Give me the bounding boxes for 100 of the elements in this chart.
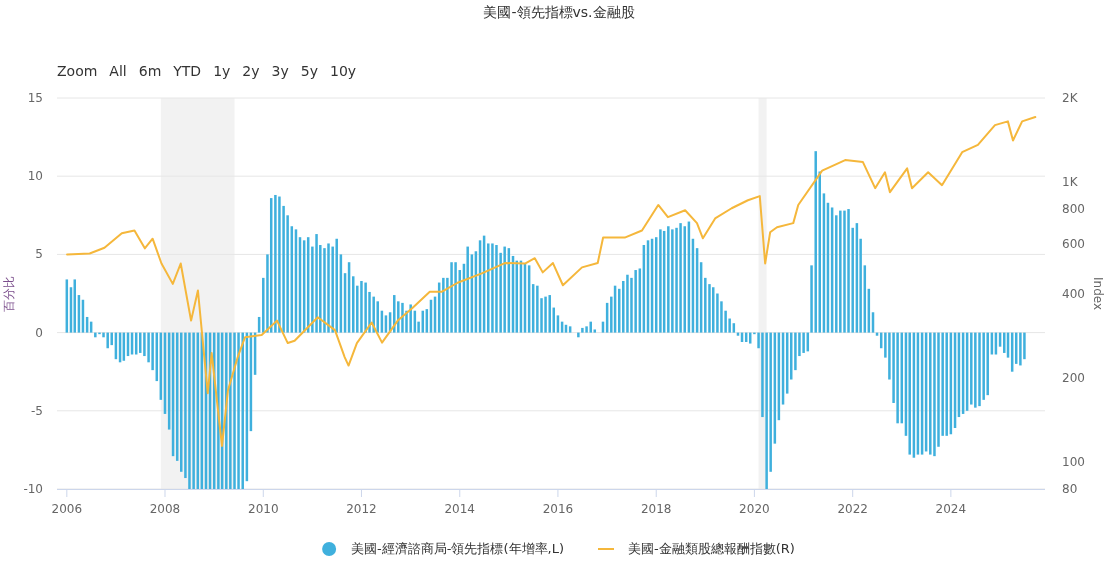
bar	[360, 280, 363, 333]
bar	[335, 238, 338, 333]
x-tick-label: 2008	[149, 502, 181, 516]
bar	[929, 332, 932, 455]
bar	[581, 327, 584, 333]
text: 1y	[213, 63, 231, 79]
bar	[110, 332, 113, 346]
bar	[974, 332, 977, 408]
bar	[327, 243, 330, 333]
y-tick-label: -10	[23, 482, 43, 496]
bar	[536, 285, 539, 333]
bar	[548, 295, 551, 333]
bar	[847, 209, 850, 333]
y2-tick-label: 600	[1062, 237, 1085, 252]
bar	[577, 332, 580, 338]
bar	[626, 274, 629, 333]
y2-tick-label: 400	[1062, 286, 1085, 301]
y2-tick-label: 100	[1062, 454, 1085, 469]
bar	[315, 234, 318, 333]
bar	[765, 332, 768, 489]
bar	[94, 332, 97, 338]
bar	[495, 245, 498, 333]
bar	[409, 304, 412, 333]
y2-tick-label: 80	[1062, 482, 1078, 496]
text: 3y	[271, 63, 289, 79]
bar	[106, 332, 109, 349]
y-tick-label: 5	[35, 247, 43, 262]
bar	[503, 246, 506, 333]
bar	[814, 151, 817, 333]
bar	[839, 210, 842, 333]
bar	[945, 332, 948, 436]
legend-label: 美國-金融類股總報酬指數(R)	[628, 541, 795, 556]
y-tick-label: -5	[31, 403, 43, 418]
bar	[978, 332, 981, 407]
bar	[393, 295, 396, 333]
legend-label: 美國-經濟諮商局-領先指標(年增率,L)	[351, 541, 565, 556]
bar	[589, 321, 592, 333]
x-tick-label: 2010	[248, 502, 279, 516]
bar	[376, 301, 379, 333]
bar	[278, 196, 281, 333]
text: 2y	[242, 63, 260, 79]
bar	[679, 223, 682, 333]
bar	[908, 332, 911, 455]
y2-tick-label: 800	[1062, 202, 1085, 217]
bar	[401, 302, 404, 333]
bar	[274, 194, 277, 333]
bar	[229, 332, 232, 489]
line-series	[66, 116, 1037, 447]
bar	[986, 332, 989, 396]
bar	[466, 246, 469, 333]
bar	[671, 229, 674, 333]
y2-tick-label: 2K	[1062, 91, 1079, 105]
bar	[241, 332, 244, 489]
text: 6m	[138, 63, 162, 79]
bar	[364, 282, 367, 333]
y-axis-title: 百分比	[2, 275, 16, 312]
x-tick-label: 2020	[739, 502, 770, 516]
bar	[188, 332, 191, 489]
y-tick-label: 15	[27, 91, 43, 105]
bar	[667, 226, 670, 333]
bar	[675, 227, 678, 333]
y2-axis-title: Index	[1091, 276, 1105, 311]
bar	[704, 277, 707, 333]
bar	[487, 243, 490, 333]
bar	[233, 332, 236, 489]
x-tick-label: 2006	[51, 502, 83, 516]
bar	[1019, 332, 1022, 366]
text: 5y	[300, 63, 318, 79]
bar	[192, 332, 195, 489]
bar	[896, 332, 899, 424]
bar	[716, 293, 719, 333]
y-tick-label: 10	[27, 169, 43, 184]
bar	[802, 332, 805, 353]
bar	[593, 329, 597, 333]
x-tick-label: 2022	[837, 502, 868, 516]
chart-title: 美國-領先指標vs.金融股	[483, 4, 635, 20]
y-tick-label: 0	[35, 325, 43, 340]
bar	[933, 332, 936, 457]
bar	[450, 262, 453, 333]
text: Zoom	[57, 63, 98, 79]
bar	[970, 332, 973, 405]
text: YTD	[172, 63, 202, 79]
x-tick-label: 2024	[935, 502, 967, 516]
text: 10y	[329, 63, 357, 79]
bar	[454, 262, 457, 333]
x-tick-label: 2018	[640, 502, 672, 516]
bar	[835, 215, 838, 333]
y2-tick-label: 200	[1062, 370, 1085, 385]
bar	[794, 332, 797, 371]
x-tick-label: 2016	[542, 502, 574, 516]
y2-tick-label: 1K	[1062, 175, 1079, 190]
bar	[151, 332, 154, 371]
bar	[634, 270, 637, 333]
bar	[843, 210, 846, 333]
bar	[585, 326, 588, 333]
bar	[352, 276, 355, 333]
bar	[237, 332, 240, 489]
bar	[442, 277, 445, 333]
bar	[544, 296, 547, 333]
bar	[683, 226, 686, 333]
